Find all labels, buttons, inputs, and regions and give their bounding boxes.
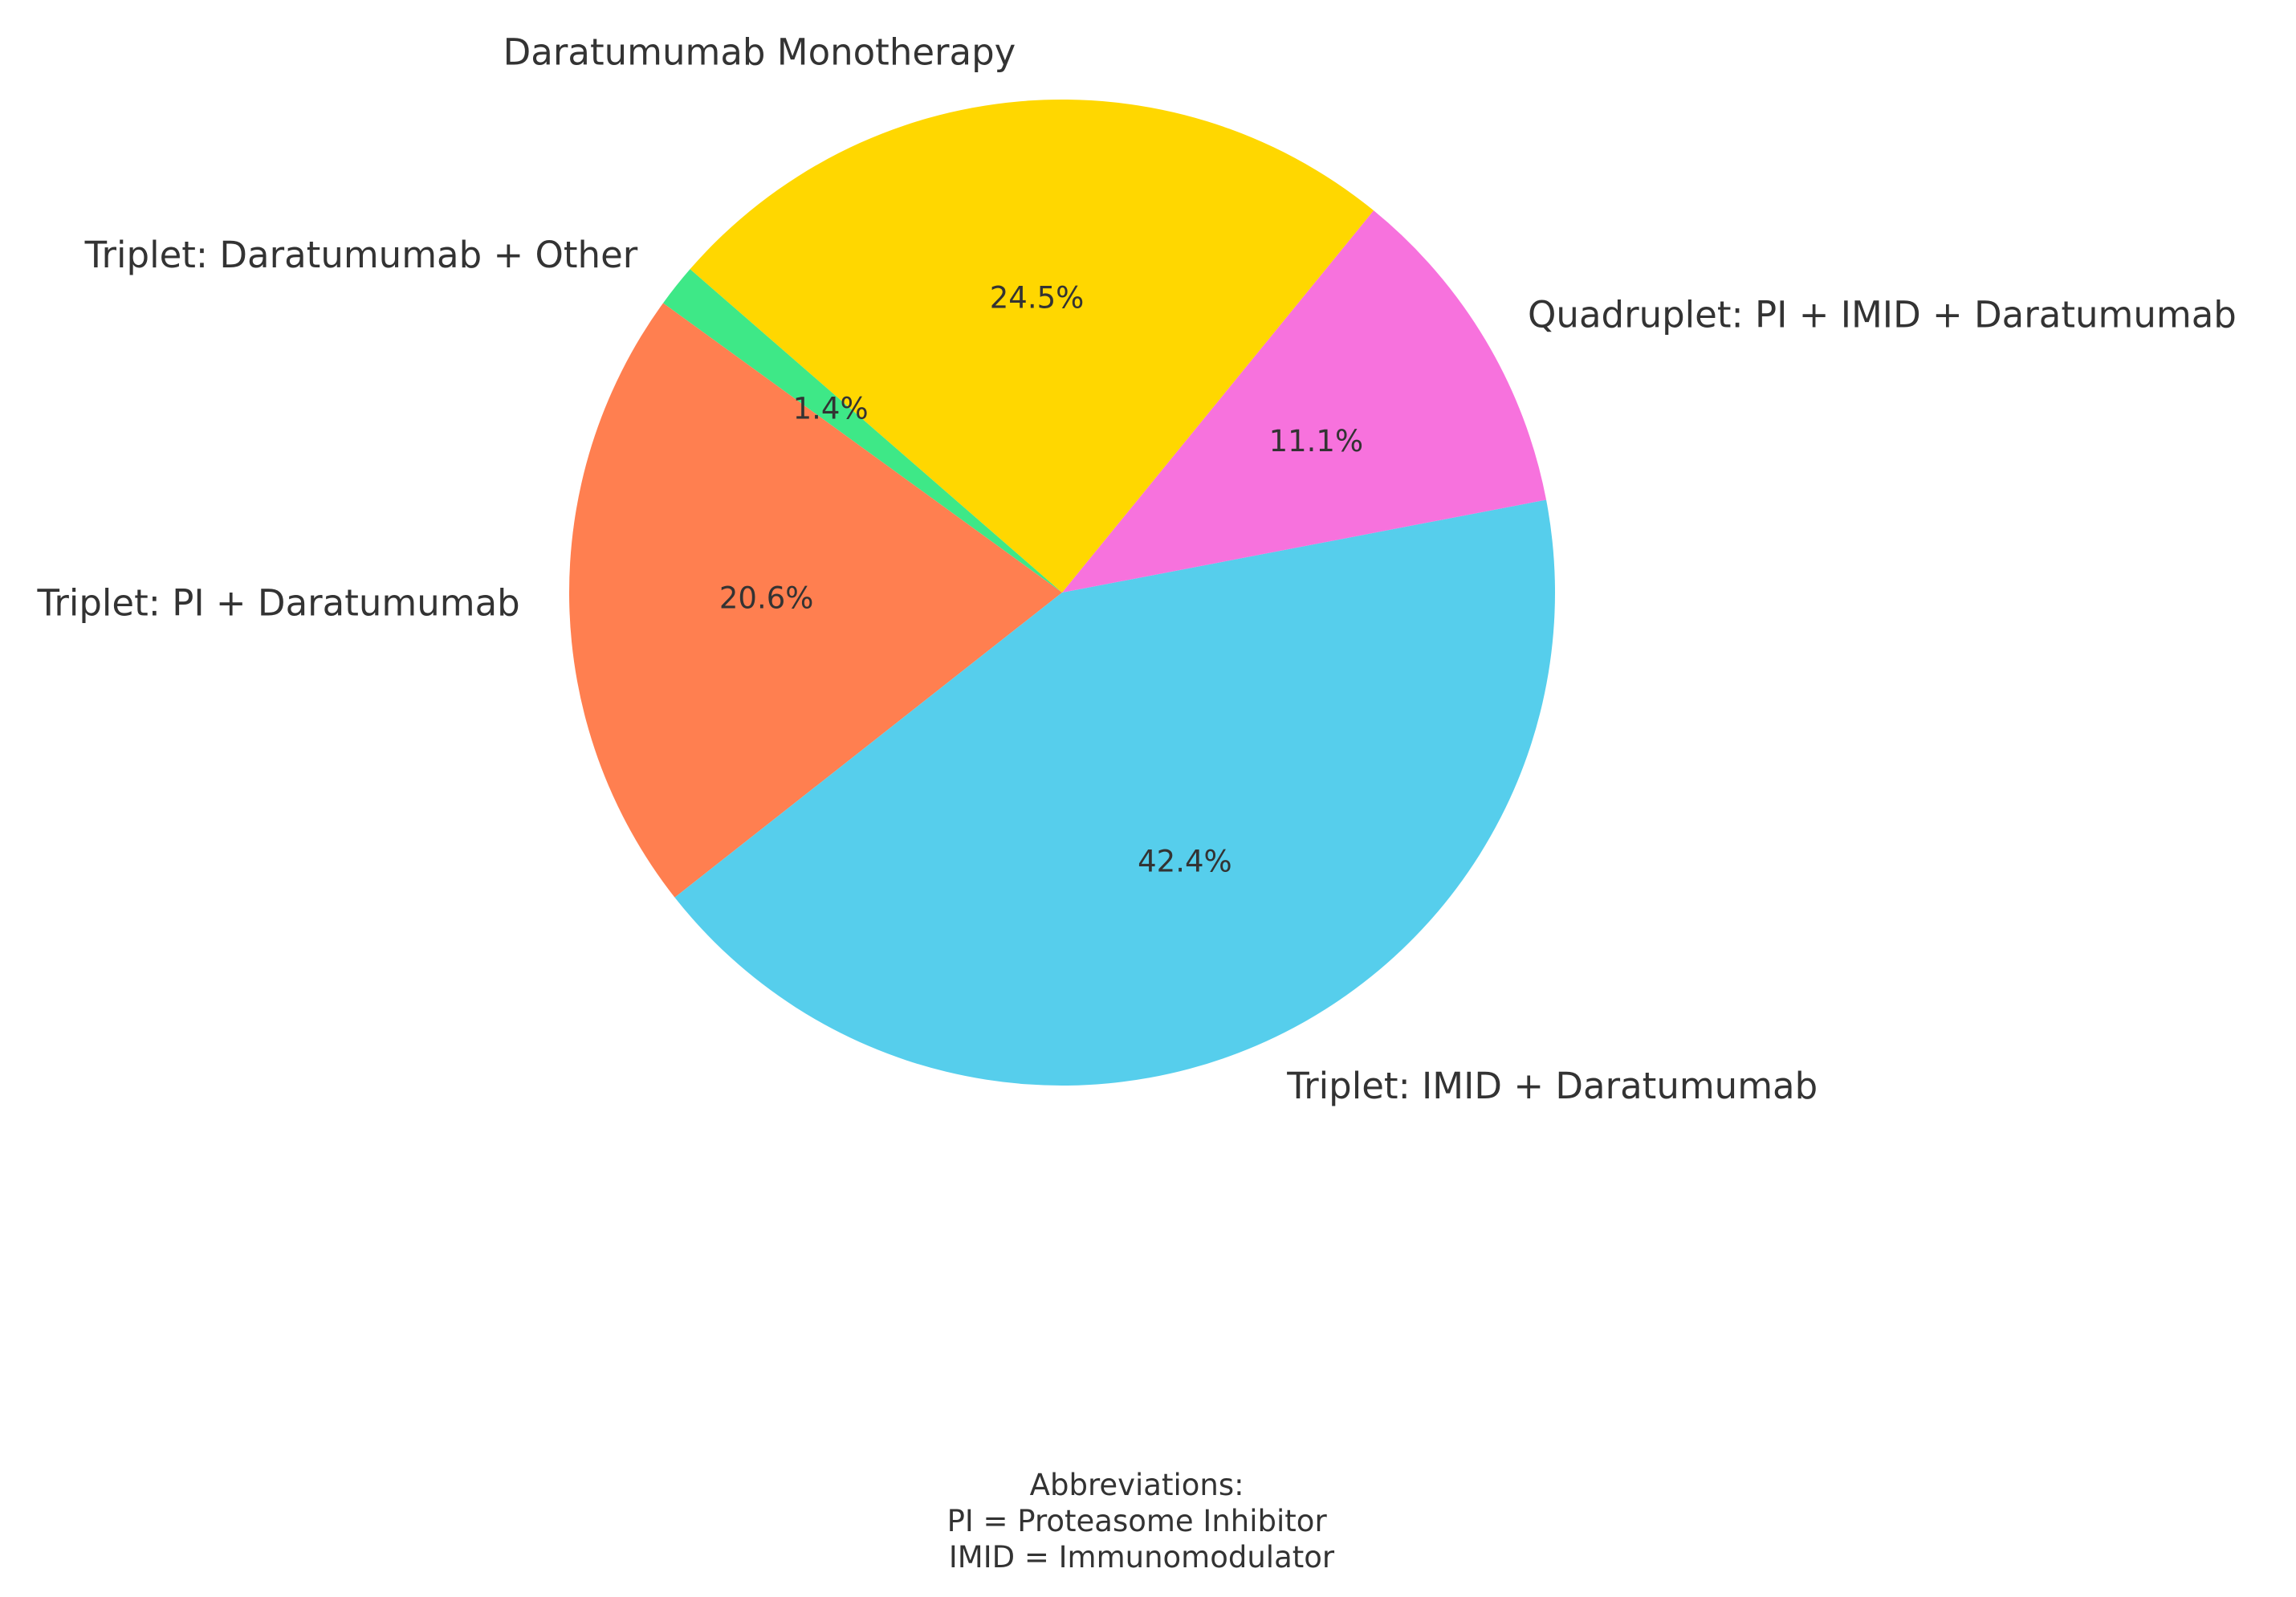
pie-slice-quadruplet-pi-imid-daratumumab bbox=[1062, 210, 1547, 593]
pct-label-triplet-pi-daratumumab: 20.6% bbox=[719, 581, 814, 616]
pct-label-daratumumab-monotherapy: 24.5% bbox=[990, 280, 1085, 315]
footnote-line-2: IMID = Immunomodulator bbox=[949, 1540, 1335, 1575]
pct-label-triplet-imid-daratumumab: 42.4% bbox=[1138, 845, 1232, 879]
category-label-triplet-pi-daratumumab: Triplet: PI + Daratumumab bbox=[36, 582, 519, 625]
pct-label-triplet-daratumumab-other: 1.4% bbox=[793, 391, 869, 426]
pie-slices bbox=[568, 99, 1555, 1086]
pie-slice-triplet-daratumumab-other bbox=[663, 269, 1062, 593]
pie-slice-triplet-imid-daratumumab bbox=[674, 499, 1555, 1086]
footnote-line-0: Abbreviations: bbox=[1030, 1468, 1244, 1502]
category-label-daratumumab-monotherapy: Daratumumab Monotherapy bbox=[503, 31, 1016, 74]
category-label-triplet-daratumumab-other: Triplet: Daratumumab + Other bbox=[84, 234, 638, 276]
footnote-line-1: PI = Proteasome Inhibitor bbox=[947, 1504, 1328, 1538]
pct-label-quadruplet-pi-imid-daratumumab: 11.1% bbox=[1269, 424, 1364, 458]
pie-slice-daratumumab-monotherapy bbox=[690, 99, 1374, 593]
pie-labels: 1.4% Triplet: Daratumumab + Other 20.6% Tri… bbox=[36, 31, 2236, 1107]
abbreviations-footnote: Abbreviations: PI = Proteasome Inhibitor… bbox=[947, 1468, 1337, 1575]
category-label-quadruplet-pi-imid-daratumumab: Quadruplet: PI + IMID + Daratumumab bbox=[1528, 293, 2237, 336]
category-label-triplet-imid-daratumumab: Triplet: IMID + Daratumumab bbox=[1286, 1065, 1818, 1107]
pie-slice-triplet-pi-daratumumab bbox=[568, 303, 1062, 898]
